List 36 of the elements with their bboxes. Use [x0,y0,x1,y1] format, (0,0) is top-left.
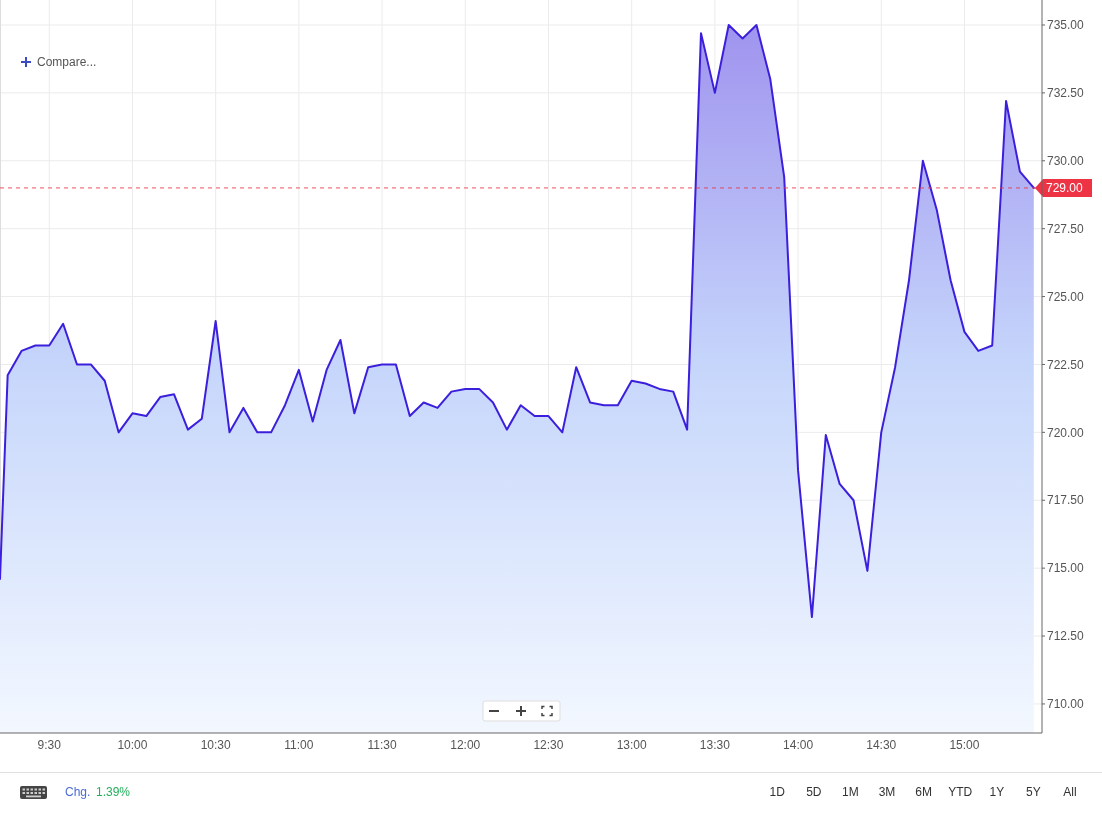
text: 6M [915,785,932,800]
text: 1M [842,785,859,800]
y-tick-label: 730.00 [1047,153,1085,168]
text: 1Y [989,785,1005,800]
text: Chg. [65,785,91,800]
y-tick-label: 727.50 [1047,221,1085,236]
y-tick-label: 722.50 [1047,357,1085,372]
text: 5D [806,785,822,800]
y-tick-label: 720.00 [1047,425,1085,440]
y-tick-label: 712.50 [1047,629,1085,644]
x-tick-label: 9:30 [37,738,62,753]
annotation: Compare... [37,55,97,70]
y-tick-label: 732.50 [1047,86,1085,101]
x-tick-label: 13:30 [699,738,731,753]
text: 1D [769,785,786,800]
text: 3M [878,785,896,800]
x-tick-label: 10:30 [200,738,231,753]
text: YTD [948,785,973,800]
y-tick-label: 735.00 [1047,18,1085,33]
x-tick-label: 15:00 [949,738,980,753]
x-tick-label: 14:30 [866,738,897,753]
y-tick-label: 715.00 [1047,561,1085,576]
text: 1.39% [96,785,131,800]
x-tick-label: 12:00 [450,738,481,753]
text: 5Y [1026,785,1041,800]
x-tick-label: 14:00 [783,738,814,753]
ref-line-label: 729.00 [1046,181,1084,196]
x-tick-label: 11:00 [284,738,314,753]
x-tick-label: 13:00 [616,738,647,753]
x-tick-label: 12:30 [533,738,564,753]
x-tick-label: 11:30 [367,738,397,753]
y-tick-label: 717.50 [1047,493,1085,508]
x-tick-label: 10:00 [117,738,148,753]
text: All [1063,785,1077,800]
y-tick-label: 725.00 [1047,289,1085,304]
y-tick-label: 710.00 [1047,697,1085,712]
